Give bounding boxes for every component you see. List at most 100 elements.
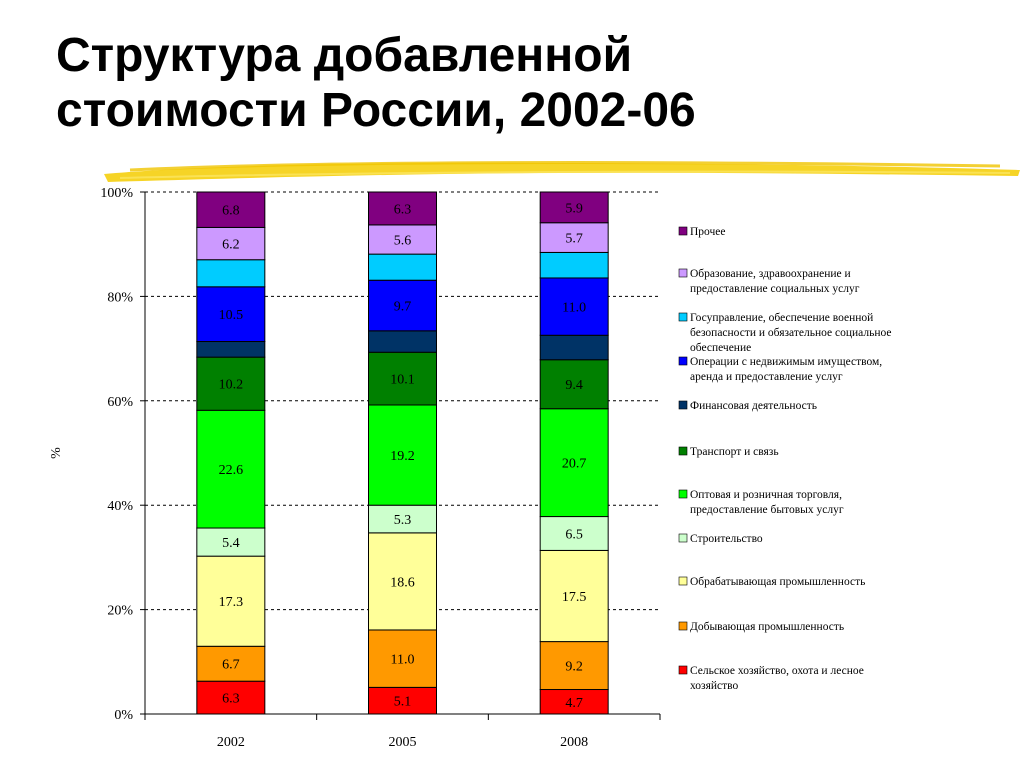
- bar-segment: [539, 334, 609, 361]
- data-label: 6.5: [565, 527, 583, 542]
- legend-swatch: [678, 489, 688, 499]
- bar-segment: [368, 279, 437, 332]
- legend-label: Добывающая промышленность: [690, 621, 844, 633]
- data-label: 22.6: [219, 463, 244, 478]
- legend-swatch: [678, 400, 688, 410]
- title-line-1: Структура добавленной: [56, 29, 633, 82]
- legend-label: безопасности и обязательное социальное: [690, 327, 892, 339]
- bar-segment: [368, 351, 437, 406]
- y-axis-label: %: [49, 447, 64, 459]
- data-label: 5.3: [394, 513, 412, 528]
- title-underline-brush: [104, 161, 1020, 182]
- bar-segment: [539, 359, 609, 410]
- bar-segment: [368, 191, 437, 226]
- legend-label: Операции с недвижимым имуществом,: [690, 356, 882, 368]
- y-tick-label: 40%: [107, 499, 133, 514]
- legend-label: Оптовая и розничная торговля,: [690, 489, 842, 501]
- bar-segment: [539, 689, 609, 715]
- bar-segment: [368, 330, 437, 353]
- data-label: 11.0: [391, 653, 415, 668]
- data-label: 5.7: [565, 232, 583, 247]
- legend-label: Прочее: [690, 226, 726, 238]
- legend-swatch: [678, 268, 688, 278]
- y-tick-label: 60%: [107, 395, 133, 410]
- legend-swatch: [678, 446, 688, 456]
- bar-segment: [368, 224, 437, 255]
- slide-title: Структура добавленной стоимости России, …: [56, 28, 956, 138]
- data-label: 18.6: [390, 575, 415, 590]
- bar-segment: [368, 532, 437, 631]
- legend-label: Образование, здравоохранение и: [690, 268, 851, 280]
- legend-swatch: [678, 226, 688, 236]
- legend-label: хозяйство: [690, 680, 739, 692]
- bar-segment: [539, 222, 609, 253]
- bar-segment: [539, 549, 609, 643]
- bar-segment: [368, 404, 437, 506]
- bar-segment: [368, 686, 437, 715]
- data-label: 10.1: [390, 373, 415, 388]
- x-tick-label: 2005: [389, 735, 417, 750]
- bar-segment: [196, 409, 266, 529]
- legend-swatch: [678, 576, 688, 586]
- data-label: 5.4: [222, 536, 240, 551]
- bar-segment: [196, 259, 266, 288]
- data-label: 5.1: [394, 695, 412, 710]
- legend-label: Госуправление, обеспечение военной: [690, 312, 873, 324]
- data-label: 6.7: [222, 658, 240, 673]
- x-tick-label: 2008: [560, 735, 588, 750]
- legend-label: Сельское хозяйство, охота и лесное: [690, 665, 864, 677]
- legend-swatch: [678, 665, 688, 675]
- bar-segment: [539, 251, 609, 279]
- data-label: 9.7: [394, 300, 412, 315]
- data-label: 10.2: [219, 378, 244, 393]
- data-label: 6.2: [222, 238, 240, 253]
- legend-label: обеспечение: [690, 342, 751, 354]
- data-label: 17.3: [219, 595, 244, 610]
- legend-label: Финансовая деятельность: [690, 400, 817, 412]
- bar-segment: [196, 191, 266, 228]
- legend-swatch: [678, 312, 688, 322]
- legend-label: предоставление социальных услуг: [690, 283, 860, 295]
- data-label: 4.7: [565, 696, 583, 711]
- data-label: 10.5: [219, 308, 244, 323]
- y-tick-label: 100%: [100, 186, 133, 201]
- data-label: 5.6: [394, 234, 412, 249]
- y-tick-label: 20%: [107, 604, 133, 619]
- title-line-2: стоимости России, 2002-06: [56, 84, 696, 137]
- bar-segment: [539, 191, 609, 224]
- y-tick-label: 80%: [107, 290, 133, 305]
- bar-segment: [368, 629, 437, 688]
- legend-swatch: [678, 356, 688, 366]
- legend-label: аренда и предоставление услуг: [690, 371, 843, 383]
- bar-segment: [196, 555, 266, 647]
- data-label: 9.2: [565, 660, 583, 675]
- axes: 0% 20% 40% 60% 80% 100%% 2002 2005 2008: [49, 186, 661, 750]
- data-label: 6.8: [222, 204, 240, 219]
- legend-label: Строительство: [690, 533, 763, 545]
- legend-label: Транспорт и связь: [690, 446, 779, 458]
- bar-segment: [539, 516, 609, 551]
- data-label: 9.4: [565, 378, 583, 393]
- data-label: 20.7: [562, 457, 587, 472]
- data-label: 19.2: [390, 449, 415, 464]
- bar-segment: [539, 641, 609, 691]
- legend: Прочее Образование, здравоохранение и пред…: [678, 226, 892, 692]
- legend-label: предоставление бытовых услуг: [690, 504, 844, 516]
- data-label: 6.3: [222, 692, 240, 707]
- x-tick-label: 2002: [217, 735, 245, 750]
- bar-segment: [196, 645, 266, 682]
- data-label: 5.9: [565, 201, 583, 216]
- y-tick-label: 0%: [114, 708, 133, 723]
- data-label: 11.0: [562, 301, 586, 316]
- data-label: 17.5: [562, 590, 587, 605]
- bar-segment: [196, 286, 266, 343]
- legend-label: Обрабатывающая промышленность: [690, 576, 865, 588]
- legend-swatch: [678, 533, 688, 543]
- legend-swatch: [678, 621, 688, 631]
- bars: 6.3 6.7 17.3 5.4 22.6 10.2 10.5 6.2 6.8 5.1 11.0 18…: [196, 191, 609, 715]
- bar-segment: [368, 253, 437, 281]
- bar-segment: [368, 504, 437, 534]
- bar-segment: [196, 680, 266, 715]
- bar-segment: [196, 341, 266, 358]
